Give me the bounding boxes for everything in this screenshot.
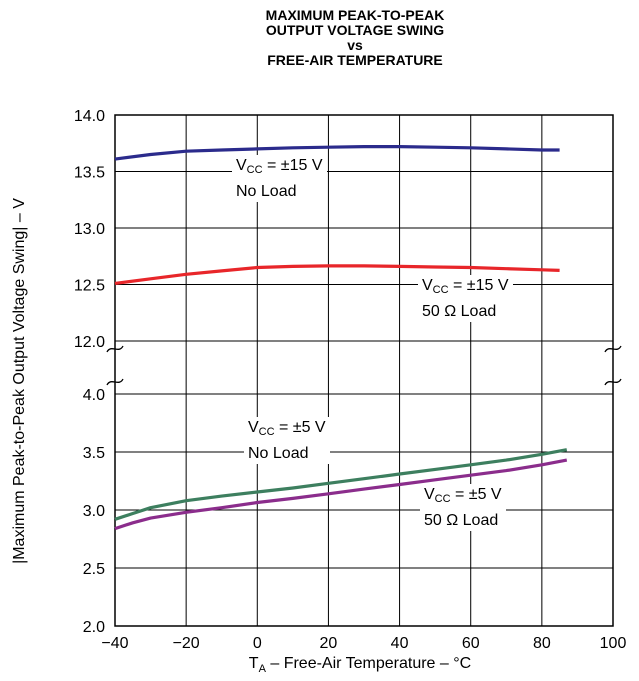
axis-break-gap <box>614 349 627 382</box>
title-line-2: OUTPUT VOLTAGE SWING <box>265 22 445 38</box>
x-axis-label: TA – Free-Air Temperature – °C <box>150 655 570 675</box>
y-tick-label: 12.5 <box>74 278 105 295</box>
series-line-1 <box>114 145 560 161</box>
y-tick-label: 2.0 <box>83 619 105 636</box>
y-tick-label: 13.5 <box>74 165 105 182</box>
annotation-vcc15-50ohm-load: VCC = ±15 V 50 Ω Load <box>418 275 513 322</box>
axis-break-mark <box>604 378 622 386</box>
x-tick-label: −40 <box>101 635 128 652</box>
series-line-4 <box>114 458 568 531</box>
x-tick-label: 60 <box>462 635 480 652</box>
chart-title: MAXIMUM PEAK-TO-PEAK OUTPUT VOLTAGE SWIN… <box>200 8 510 68</box>
series-line-2 <box>114 264 560 285</box>
x-tick-label: 40 <box>391 635 409 652</box>
y-tick-label: 3.5 <box>83 445 105 462</box>
annotation-vcc5-no-load: VCC = ±5 V No Load <box>244 417 330 464</box>
y-tick-label: 3.0 <box>83 503 105 520</box>
y-axis-label: |Maximum Peak-to-Peak Output Voltage Swi… <box>11 198 28 564</box>
x-tick-label: 20 <box>320 635 338 652</box>
y-tick-label: 14.0 <box>74 108 105 125</box>
x-tick-label: 80 <box>533 635 551 652</box>
plot-frame <box>114 114 614 627</box>
title-line-4: FREE-AIR TEMPERATURE <box>267 52 443 68</box>
y-tick-label: 12.0 <box>74 334 105 351</box>
axis-break-mark <box>106 378 124 386</box>
x-axis-label-sub: A <box>258 663 266 676</box>
axis-break-gap <box>101 349 114 382</box>
axis-break-mark <box>106 345 124 353</box>
y-tick-label: 4.0 <box>83 387 105 404</box>
title-line-1: MAXIMUM PEAK-TO-PEAK <box>265 7 445 23</box>
annotation-vcc15-no-load: VCC = ±15 V No Load <box>232 155 327 202</box>
x-tick-label: −20 <box>173 635 200 652</box>
axis-break-mark <box>604 345 622 353</box>
x-axis-label-main: T <box>248 655 259 672</box>
x-tick-label: 100 <box>600 635 627 652</box>
x-axis-label-rest: – Free-Air Temperature – °C <box>265 655 472 672</box>
x-tick-label: 0 <box>253 635 262 652</box>
series-line-3 <box>114 448 568 521</box>
title-line-3: vs <box>347 37 363 53</box>
y-tick-label: 13.0 <box>74 221 105 238</box>
annotation-vcc5-50ohm-load: VCC = ±5 V 50 Ω Load <box>420 484 506 531</box>
y-tick-label: 2.5 <box>83 561 105 578</box>
